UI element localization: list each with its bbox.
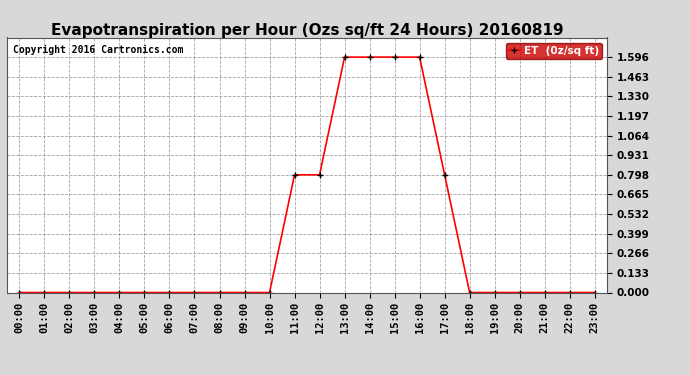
ET  (0z/sq ft) [266, 290, 274, 295]
ET  (0z/sq ft) [190, 290, 199, 295]
ET  (0z/sq ft) [366, 55, 374, 59]
ET  (0z/sq ft) [240, 290, 248, 295]
Title: Evapotranspiration per Hour (Ozs sq/ft 24 Hours) 20160819: Evapotranspiration per Hour (Ozs sq/ft 2… [51, 22, 563, 38]
ET  (0z/sq ft) [166, 290, 174, 295]
ET  (0z/sq ft) [215, 290, 224, 295]
ET  (0z/sq ft) [90, 290, 99, 295]
Line: ET  (0z/sq ft): ET (0z/sq ft) [17, 54, 598, 295]
ET  (0z/sq ft) [591, 290, 599, 295]
ET  (0z/sq ft) [140, 290, 148, 295]
ET  (0z/sq ft) [15, 290, 23, 295]
ET  (0z/sq ft) [491, 290, 499, 295]
ET  (0z/sq ft) [115, 290, 124, 295]
ET  (0z/sq ft) [391, 55, 399, 59]
Text: Copyright 2016 Cartronics.com: Copyright 2016 Cartronics.com [13, 45, 184, 55]
ET  (0z/sq ft) [466, 290, 474, 295]
ET  (0z/sq ft) [415, 55, 424, 59]
Legend: ET  (0z/sq ft): ET (0z/sq ft) [506, 43, 602, 59]
ET  (0z/sq ft) [440, 172, 449, 177]
ET  (0z/sq ft) [40, 290, 48, 295]
ET  (0z/sq ft) [66, 290, 74, 295]
ET  (0z/sq ft) [540, 290, 549, 295]
ET  (0z/sq ft) [566, 290, 574, 295]
ET  (0z/sq ft) [315, 172, 324, 177]
ET  (0z/sq ft) [340, 55, 348, 59]
ET  (0z/sq ft) [515, 290, 524, 295]
ET  (0z/sq ft) [290, 172, 299, 177]
